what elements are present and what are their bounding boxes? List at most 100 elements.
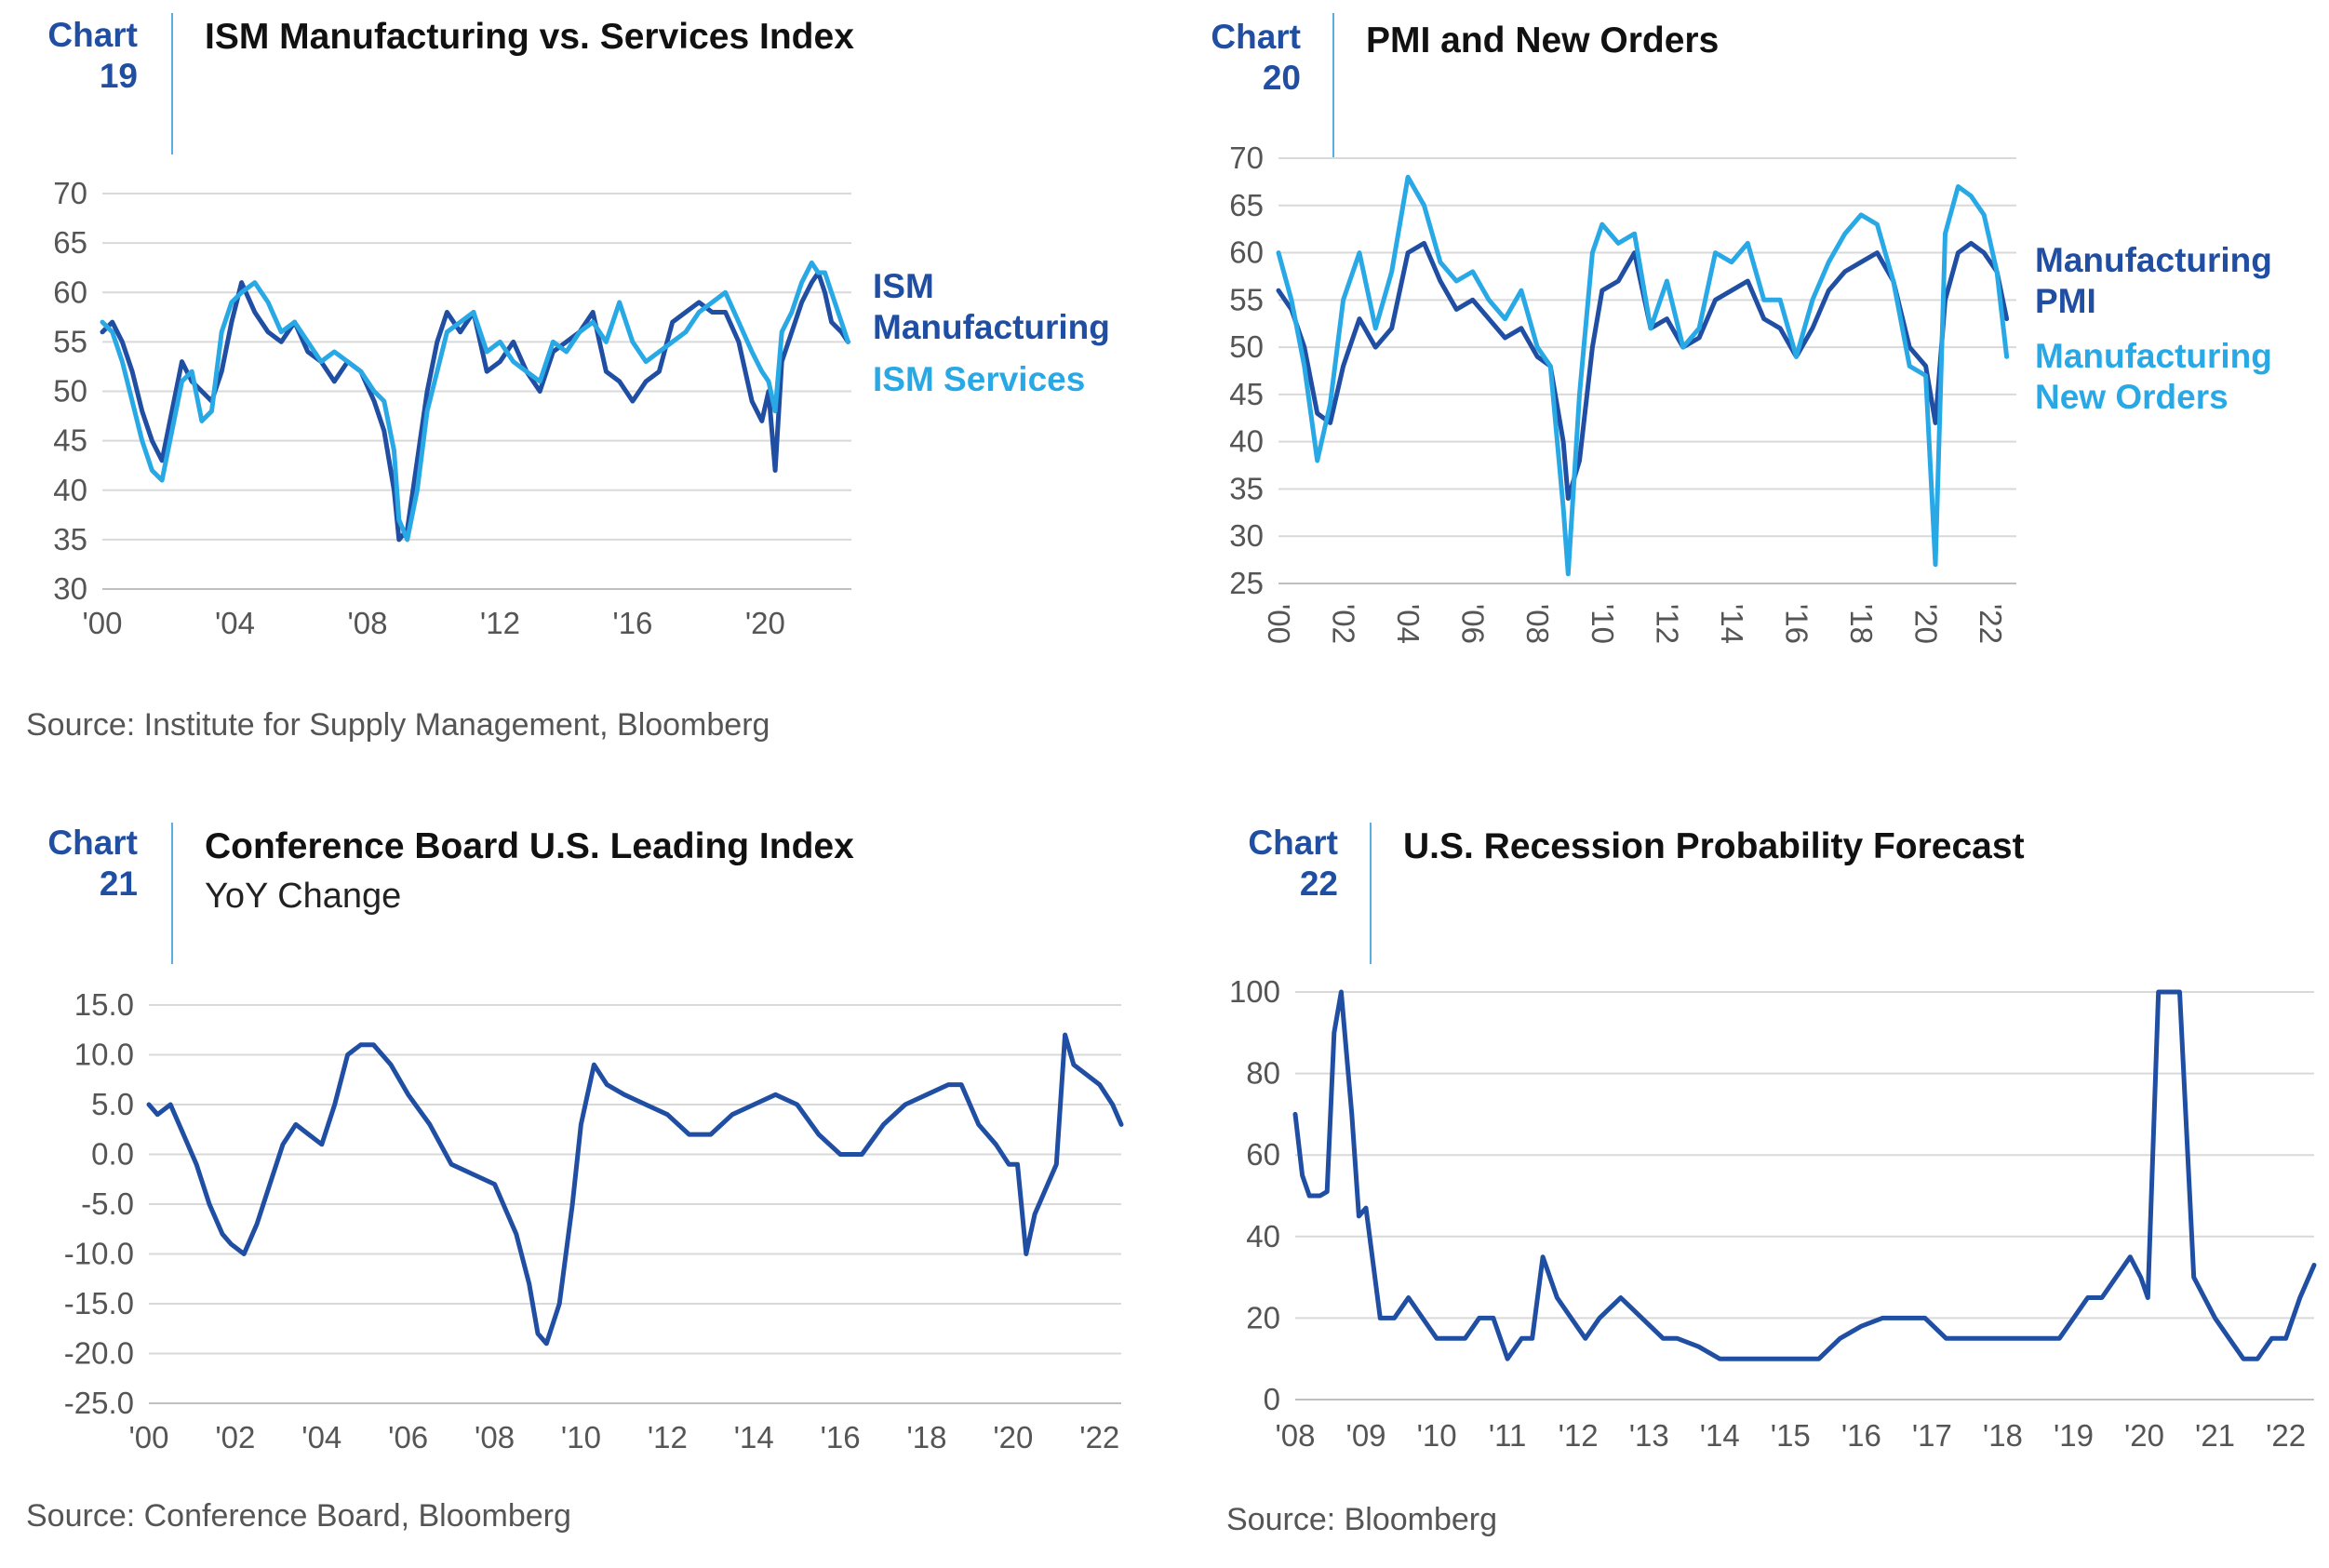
chart-19-title: ISM Manufacturing vs. Services Index xyxy=(205,17,854,57)
y-tick-label: 10.0 xyxy=(74,1038,134,1072)
chart-word: Chart xyxy=(47,16,138,54)
y-tick-label: 55 xyxy=(1229,282,1264,316)
legend-manufacturing-new-orders: New Orders xyxy=(2035,378,2229,416)
x-tick-label: '22 xyxy=(2266,1418,2306,1453)
y-tick-label: 70 xyxy=(1229,141,1264,175)
x-tick-label: '02 xyxy=(1327,604,1361,644)
legend-manufacturing-pmi: PMI xyxy=(2035,282,2096,320)
x-tick-label: '20 xyxy=(2124,1418,2164,1453)
legend-ism-manufacturing: ISM xyxy=(873,267,934,305)
chart-22-divider xyxy=(1370,823,1372,964)
x-tick-label: '09 xyxy=(1346,1418,1386,1453)
y-tick-label: 60 xyxy=(1229,235,1264,270)
series-line-ism-services xyxy=(100,260,850,543)
x-tick-label: '12 xyxy=(480,606,520,640)
y-tick-label: 45 xyxy=(1229,377,1264,411)
chart-number: 20 xyxy=(1262,59,1301,97)
x-tick-label: '16 xyxy=(821,1420,861,1454)
chart-21-source: Source: Conference Board, Bloomberg xyxy=(26,1498,571,1534)
y-tick-label: 35 xyxy=(53,522,87,556)
y-tick-label: -10.0 xyxy=(64,1237,134,1271)
series-line-manufacturing-pmi xyxy=(1276,240,2010,502)
chart-number: 21 xyxy=(99,864,138,903)
series-line-c21 xyxy=(146,1032,1124,1347)
chart-21-divider xyxy=(171,823,173,964)
chart-word: Chart xyxy=(1248,824,1338,862)
x-tick-label: '20 xyxy=(1909,604,1944,644)
x-tick-label: '19 xyxy=(2054,1418,2094,1453)
y-tick-label: 40 xyxy=(1229,424,1264,459)
y-tick-label: 45 xyxy=(53,423,87,458)
legend-manufacturing-pmi: Manufacturing xyxy=(2035,241,2272,279)
y-tick-label: 55 xyxy=(53,324,87,358)
x-tick-label: '14 xyxy=(1700,1418,1740,1453)
series-line-c22 xyxy=(1292,989,2317,1361)
y-tick-label: 100 xyxy=(1229,974,1280,1009)
y-tick-label: -20.0 xyxy=(64,1336,134,1371)
y-tick-label: 0.0 xyxy=(91,1137,134,1172)
x-tick-label: '16 xyxy=(1841,1418,1881,1453)
y-tick-label: 60 xyxy=(1246,1137,1280,1172)
y-tick-label: 40 xyxy=(1246,1219,1280,1253)
chart-word: Chart xyxy=(47,824,138,862)
chart-22-plot: 0 20 40 60 80 100 '08 '09 '10 '11 '12 '13 '14 '15 '16 '… xyxy=(1229,974,2317,1453)
x-tick-label: '20 xyxy=(745,606,785,640)
y-tick-label: 65 xyxy=(53,225,87,260)
y-tick-label: 30 xyxy=(1229,518,1264,553)
y-tick-label: 40 xyxy=(53,473,87,507)
chart-21-plot: -25.0 -20.0 -15.0 -10.0 -5.0 0.0 5.0 10.0 15.0 '0… xyxy=(64,987,1124,1454)
x-tick-label: '21 xyxy=(2195,1418,2235,1453)
x-tick-label: '15 xyxy=(1771,1418,1811,1453)
chart-21-number: Chart 21 xyxy=(0,823,138,905)
chart-22-source: Source: Bloomberg xyxy=(1226,1502,1498,1537)
chart-20-number: Chart 20 xyxy=(1163,17,1301,99)
legend-ism-services: ISM Services xyxy=(873,360,1085,398)
x-tick-label: '04 xyxy=(1391,604,1426,644)
x-tick-label: '16 xyxy=(612,606,652,640)
x-tick-label: '18 xyxy=(1983,1418,2023,1453)
y-tick-label: 70 xyxy=(53,176,87,210)
chart-20-plot: 25 30 35 40 45 50 55 60 65 70 '00 '02 '04 '06 '08 '10 '1… xyxy=(1229,141,2272,644)
x-tick-label: '08 xyxy=(1520,604,1555,644)
y-tick-label: 50 xyxy=(53,374,87,409)
chart-21-subtitle: YoY Change xyxy=(205,877,402,916)
chart-22-title: U.S. Recession Probability Forecast xyxy=(1403,826,2025,866)
x-tick-label: '08 xyxy=(1275,1418,1315,1453)
x-tick-label: '10 xyxy=(561,1420,601,1454)
x-tick-label: '12 xyxy=(648,1420,688,1454)
y-tick-label: 25 xyxy=(1229,566,1264,600)
legend-ism-manufacturing: Manufacturing xyxy=(873,308,1110,346)
x-tick-label: '06 xyxy=(1456,604,1491,644)
y-tick-label: 65 xyxy=(1229,188,1264,222)
x-tick-label: '17 xyxy=(1912,1418,1952,1453)
x-tick-label: '22 xyxy=(1974,604,2008,644)
y-tick-label: 80 xyxy=(1246,1056,1280,1091)
x-tick-label: '04 xyxy=(215,606,255,640)
y-tick-label: 50 xyxy=(1229,329,1264,364)
x-tick-label: '12 xyxy=(1650,604,1684,644)
x-tick-label: '13 xyxy=(1629,1418,1669,1453)
chart-19-number: Chart 19 xyxy=(0,15,138,97)
x-tick-label: '00 xyxy=(128,1420,168,1454)
x-tick-label: '22 xyxy=(1079,1420,1119,1454)
y-tick-label: 35 xyxy=(1229,471,1264,505)
chart-19-divider xyxy=(171,13,173,154)
y-tick-label: 0 xyxy=(1264,1382,1280,1416)
chart-word: Chart xyxy=(1211,18,1301,56)
x-tick-label: '00 xyxy=(1262,604,1296,644)
x-tick-label: '12 xyxy=(1559,1418,1599,1453)
chart-number: 19 xyxy=(99,57,138,95)
x-tick-label: '04 xyxy=(301,1420,341,1454)
x-tick-label: '02 xyxy=(215,1420,255,1454)
y-tick-label: 5.0 xyxy=(91,1087,134,1121)
x-tick-label: '18 xyxy=(906,1420,946,1454)
x-tick-label: '16 xyxy=(1779,604,1814,644)
chart-number: 22 xyxy=(1299,864,1338,903)
series-line-manufacturing-new-orders xyxy=(1276,174,2010,577)
chart-19-source: Source: Institute for Supply Management,… xyxy=(26,707,770,743)
legend-manufacturing-new-orders: Manufacturing xyxy=(2035,337,2272,375)
y-tick-label: -25.0 xyxy=(64,1386,134,1420)
y-tick-label: -5.0 xyxy=(81,1186,134,1221)
chart-19-plot: 30 35 40 45 50 55 60 65 70 '00 '04 '08 '12 '16 '20 ISMM… xyxy=(53,176,1110,640)
x-tick-label: '11 xyxy=(1489,1418,1527,1453)
